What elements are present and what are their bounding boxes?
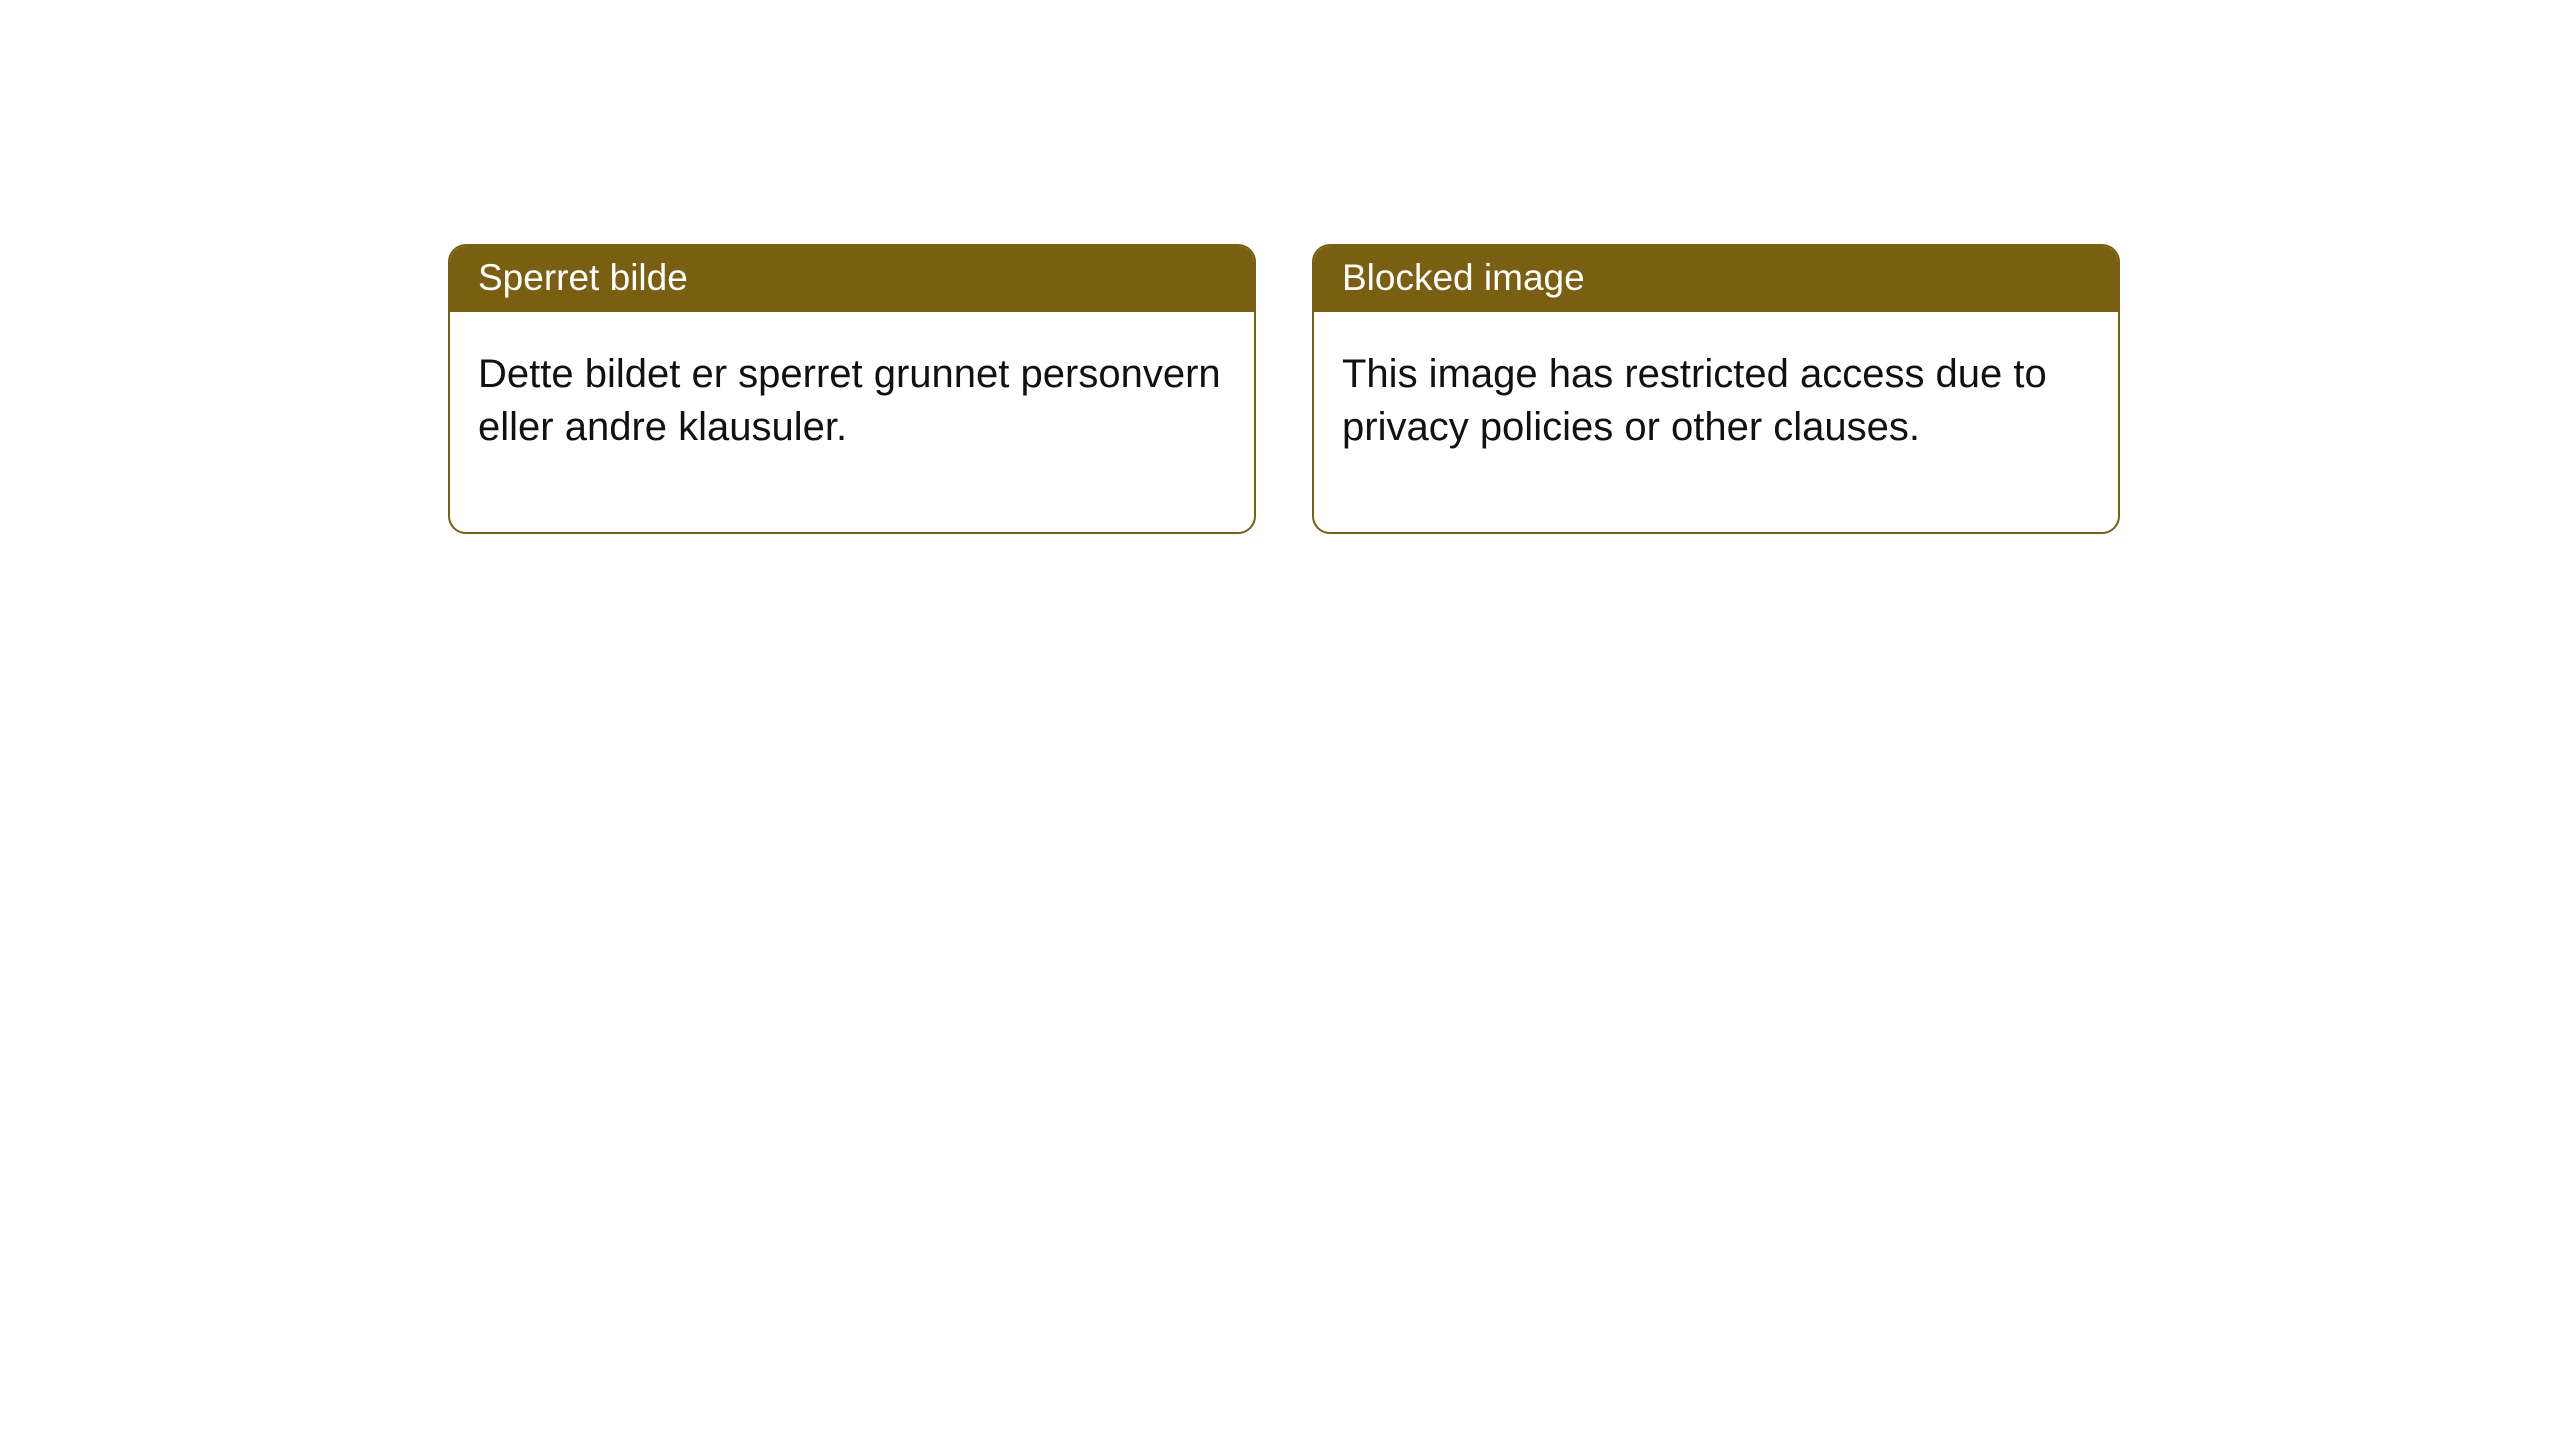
notice-title: Blocked image (1314, 246, 2118, 312)
notice-body: Dette bildet er sperret grunnet personve… (450, 312, 1254, 532)
notice-box-norwegian: Sperret bilde Dette bildet er sperret gr… (448, 244, 1256, 534)
notice-container: Sperret bilde Dette bildet er sperret gr… (0, 0, 2560, 534)
notice-title: Sperret bilde (450, 246, 1254, 312)
notice-box-english: Blocked image This image has restricted … (1312, 244, 2120, 534)
notice-body: This image has restricted access due to … (1314, 312, 2118, 532)
